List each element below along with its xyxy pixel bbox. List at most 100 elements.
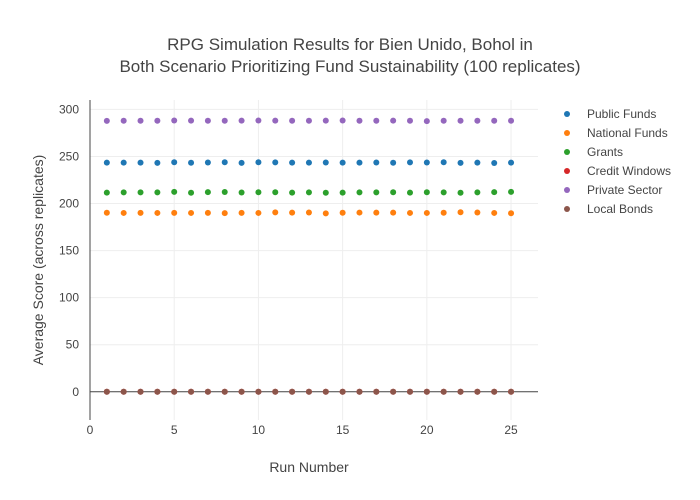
data-point — [238, 388, 245, 395]
data-point — [407, 189, 413, 196]
grid — [90, 100, 538, 420]
data-point — [204, 189, 211, 196]
data-point — [120, 388, 127, 395]
legend-item[interactable]: Grants — [564, 145, 623, 159]
data-point — [171, 209, 178, 216]
data-point — [103, 117, 110, 124]
legend-label: Grants — [587, 145, 623, 159]
data-point — [474, 388, 481, 395]
legend-marker — [564, 149, 570, 155]
data-point — [305, 159, 312, 166]
data-point — [423, 189, 430, 196]
data-point — [339, 159, 346, 166]
data-point — [322, 117, 329, 124]
y-tick-label: 250 — [59, 149, 79, 163]
data-point — [373, 209, 380, 216]
chart-title-line-1: RPG Simulation Results for Bien Unido, B… — [167, 35, 533, 54]
data-point — [171, 388, 178, 395]
data-point — [457, 189, 464, 196]
data-point — [188, 388, 195, 395]
x-tick-label: 0 — [87, 423, 94, 437]
data-point — [204, 117, 211, 124]
data-point — [491, 117, 498, 124]
data-point — [255, 209, 262, 216]
data-point — [137, 388, 144, 395]
y-tick-label: 0 — [72, 385, 79, 399]
y-tick-label: 300 — [59, 102, 79, 116]
data-point — [407, 159, 413, 166]
plot-points — [103, 117, 515, 395]
data-point — [137, 159, 144, 166]
data-point — [491, 159, 498, 166]
axes — [89, 100, 538, 420]
chart-title: RPG Simulation Results for Bien Unido, B… — [119, 35, 580, 76]
data-point — [356, 117, 363, 124]
data-point — [339, 117, 346, 124]
data-point — [272, 209, 279, 216]
data-point — [339, 189, 346, 196]
legend-item[interactable]: Local Bonds — [564, 202, 653, 216]
series-national-funds — [103, 209, 515, 217]
data-point — [457, 388, 464, 395]
data-point — [305, 388, 312, 395]
data-point — [120, 189, 127, 196]
data-point — [339, 388, 346, 395]
data-point — [272, 159, 279, 166]
data-point — [491, 388, 498, 395]
data-point — [356, 388, 363, 395]
data-point — [204, 209, 211, 216]
data-point — [255, 159, 262, 166]
data-point — [356, 189, 363, 196]
x-axis-title: Run Number — [269, 459, 349, 475]
data-point — [440, 159, 447, 166]
legend-marker — [564, 206, 570, 212]
data-point — [440, 388, 447, 395]
data-point — [154, 159, 161, 166]
data-point — [120, 159, 127, 166]
data-point — [154, 209, 161, 216]
x-tick-label: 25 — [504, 423, 518, 437]
data-point — [103, 209, 110, 216]
data-point — [272, 388, 279, 395]
data-point — [221, 388, 228, 395]
data-point — [390, 209, 397, 216]
data-point — [322, 388, 329, 395]
data-point — [238, 189, 245, 196]
legend-item[interactable]: Credit Windows — [564, 164, 671, 178]
data-point — [137, 117, 144, 124]
data-point — [171, 117, 178, 124]
legend-item[interactable]: Public Funds — [564, 107, 656, 121]
data-point — [423, 209, 430, 216]
data-point — [508, 159, 515, 166]
y-tick-labels: 0 50 100 150 200 250 300 — [59, 102, 79, 398]
data-point — [339, 209, 346, 216]
legend-item[interactable]: Private Sector — [564, 183, 662, 197]
data-point — [491, 189, 498, 196]
data-point — [423, 159, 430, 166]
legend-marker — [564, 130, 570, 136]
legend-item[interactable]: National Funds — [564, 126, 668, 140]
data-point — [474, 209, 481, 216]
data-point — [154, 189, 161, 196]
data-point — [457, 159, 464, 166]
data-point — [255, 189, 262, 196]
data-point — [508, 388, 515, 395]
data-point — [305, 209, 312, 216]
data-point — [407, 117, 413, 124]
data-point — [289, 189, 296, 196]
data-point — [221, 188, 228, 195]
data-point — [423, 118, 430, 125]
data-point — [508, 210, 515, 217]
data-point — [137, 209, 144, 216]
data-point — [407, 209, 413, 216]
data-point — [120, 209, 127, 216]
data-point — [373, 117, 380, 124]
data-point — [373, 388, 380, 395]
data-point — [221, 210, 228, 217]
data-point — [289, 159, 296, 166]
data-point — [407, 388, 413, 395]
data-point — [272, 117, 279, 124]
data-point — [440, 189, 447, 196]
data-point — [305, 117, 312, 124]
